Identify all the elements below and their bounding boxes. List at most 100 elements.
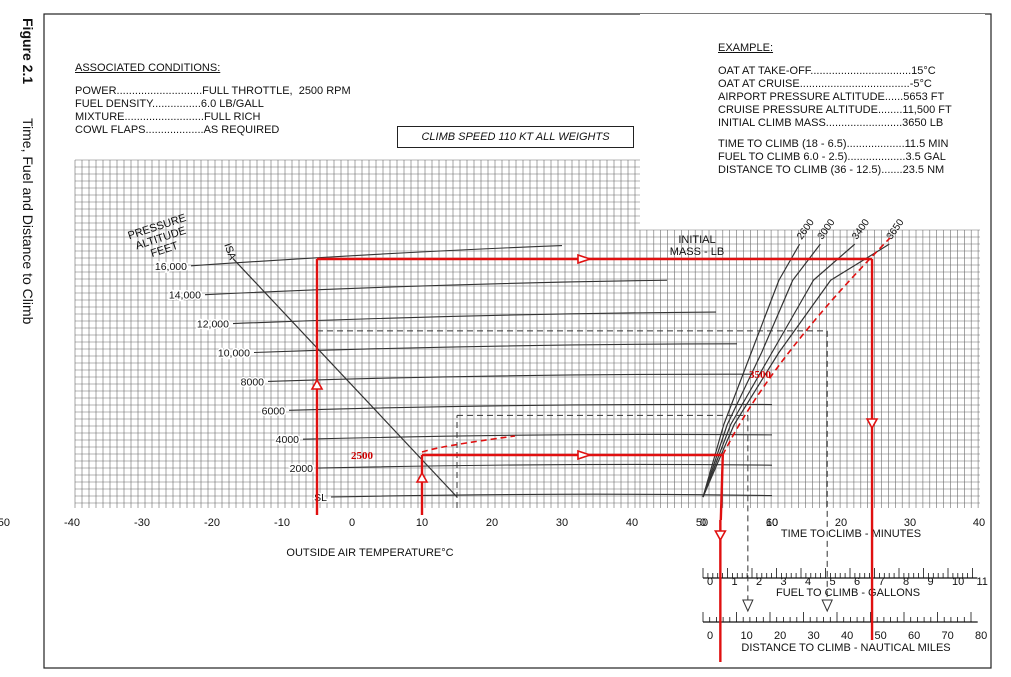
time-tick-label: 40: [973, 517, 985, 529]
figure-number: Figure 2.1: [20, 18, 36, 85]
fuel-tick-label: 3: [781, 576, 787, 588]
red-dash-alt-2500: [421, 435, 516, 453]
distance-tick-label: 50: [875, 630, 887, 642]
example-panel: EXAMPLE: OAT AT TAKE-OFF................…: [718, 42, 952, 177]
fuel-tick-label: 1: [732, 576, 738, 588]
fuel-tick-label: 8: [903, 576, 909, 588]
distance-axis-title: DISTANCE TO CLIMB - NAUTICAL MILES: [741, 642, 950, 654]
altitude-curve: [204, 279, 668, 296]
red-time-start-link: [719, 454, 724, 521]
altitude-curve: [190, 245, 563, 267]
figure-caption: Time, Fuel and Distance to Climb: [20, 118, 36, 325]
fuel-axis-title: FUEL TO CLIMB - GALLONS: [776, 587, 920, 599]
distance-tick-label: 0: [707, 630, 713, 642]
time-tick-label: 30: [904, 517, 916, 529]
chart-labels: 2500 3500: [351, 369, 772, 462]
oat-tick-label: 20: [486, 517, 498, 529]
fuel-tick-label: 5: [830, 576, 836, 588]
example-paths: [310, 237, 891, 662]
oat-tick-label: -10: [274, 517, 290, 529]
red-arrow-up: [310, 378, 324, 390]
fuel-tick-label: 4: [805, 576, 811, 588]
altitude-label: 4000: [276, 434, 300, 446]
altitude-label: 10,000: [218, 348, 250, 360]
time-tick-label: 0: [700, 517, 706, 529]
altitude-curve: [288, 403, 773, 411]
mass-curve: [702, 243, 890, 498]
altitude-curve: [267, 373, 752, 382]
red-label-3500: 3500: [749, 369, 772, 381]
time-tick-label: 10: [766, 517, 778, 529]
distance-tick-label: 60: [908, 630, 920, 642]
black-dash-arrow: [821, 599, 833, 613]
condition-row: FUEL DENSITY................6.0 LB/GALL: [75, 98, 264, 110]
chart-curves: 16,000 14,000 12,000 10,000 8000 6000 4000 2000…: [126, 212, 906, 505]
altitude-label: 8000: [241, 376, 265, 388]
time-axis-title: TIME TO CLIMB - MINUTES: [781, 528, 921, 540]
fuel-tick-label: 0: [707, 576, 713, 588]
altitude-label: 6000: [262, 405, 286, 417]
altitude-label: 2000: [290, 463, 314, 475]
time-tick-label: 20: [835, 517, 847, 529]
example-condition-row: OAT AT TAKE-OFF.........................…: [718, 65, 936, 77]
example-result-row: FUEL TO CLIMB 6.0 - 2.5)................…: [718, 151, 946, 163]
oat-tick-label: 0: [349, 517, 355, 529]
example-condition-row: AIRPORT PRESSURE ALTITUDE......5653 FT: [718, 91, 945, 103]
distance-tick-label: 80: [975, 630, 987, 642]
associated-conditions: ASSOCIATED CONDITIONS: POWER............…: [75, 62, 351, 137]
distance-tick-label: 10: [741, 630, 753, 642]
black-dash-arrow: [742, 599, 754, 613]
red-arrow-right: [577, 253, 593, 265]
oat-tick-label: -50: [0, 517, 10, 529]
example-title: EXAMPLE:: [718, 42, 774, 54]
oat-tick-label: -30: [134, 517, 150, 529]
mass-curve: [702, 243, 821, 498]
altitude-label: 14,000: [169, 290, 201, 302]
red-arrow-down: [713, 530, 727, 542]
oat-tick-label: 50: [696, 517, 708, 529]
figure-caption-block: Figure 2.1 Time, Fuel and Distance to Cl…: [8, 18, 36, 658]
isa-line: [232, 258, 458, 498]
mass-curve: [702, 243, 856, 498]
example-condition-row: CRUISE PRESSURE ALTITUDE........11,500 F…: [718, 104, 952, 116]
condition-row: COWL FLAPS...................AS REQUIRED: [75, 124, 280, 136]
fuel-tick-label: 11: [977, 576, 988, 588]
mass-title-label-line: INITIAL: [678, 234, 715, 246]
altitude-curve: [302, 433, 773, 440]
example-result-row: TIME TO CLIMB (18 - 6.5)................…: [718, 138, 949, 150]
red-arrow-up: [415, 471, 429, 483]
mass-curve: [702, 243, 801, 498]
distance-tick-label: 70: [942, 630, 954, 642]
condition-row: POWER............................FULL TH…: [75, 85, 351, 97]
distance-tick-label: 20: [774, 630, 786, 642]
fuel-tick-label: 7: [879, 576, 885, 588]
example-condition-row: INITIAL CLIMB MASS......................…: [718, 117, 944, 129]
altitude-curve: [316, 463, 773, 469]
altitude-label: 16,000: [155, 261, 187, 273]
red-label-2500: 2500: [351, 450, 374, 462]
oat-tick-label: 10: [416, 517, 428, 529]
oat-tick-label: 30: [556, 517, 568, 529]
fuel-tick-label: 9: [928, 576, 934, 588]
associated-conditions-title: ASSOCIATED CONDITIONS:: [75, 62, 221, 74]
fuel-tick-label: 6: [854, 576, 860, 588]
figure-frame: [43, 13, 992, 669]
distance-tick-label: 30: [808, 630, 820, 642]
red-dash-mass-3500: [722, 237, 891, 456]
condition-row: MIXTURE..........................FULL RI…: [75, 111, 261, 123]
fuel-tick-label: 2: [756, 576, 762, 588]
distance-tick-label: 40: [841, 630, 853, 642]
oat-tick-label: 40: [626, 517, 638, 529]
isa-label: ISA: [221, 242, 238, 262]
altitude-curve: [330, 493, 773, 498]
example-result-row: DISTANCE TO CLIMB (36 - 12.5).......23.5…: [718, 164, 945, 176]
altitude-curve: [232, 311, 717, 325]
mass-title-label-line: MASS - LB: [670, 246, 724, 258]
climb-speed-note: CLIMB SPEED 110 KT ALL WEIGHTS: [397, 126, 634, 148]
red-arrow-down: [865, 418, 879, 430]
oat-tick-label: 60: [766, 517, 778, 529]
example-condition-row: OAT AT CRUISE...........................…: [718, 78, 932, 90]
